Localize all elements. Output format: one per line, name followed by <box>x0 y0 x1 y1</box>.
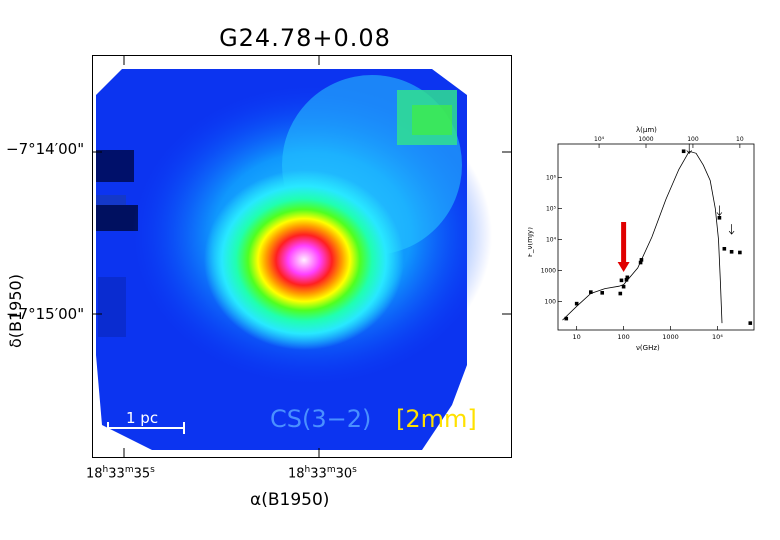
sed-top-tick-label: 100 <box>687 136 699 143</box>
sed-red-arrow-head <box>617 262 630 272</box>
sed-x-axis-label: ν(GHz) <box>636 344 660 352</box>
sed-upper-limit <box>716 205 723 217</box>
sed-top-tick-label: 10⁴ <box>594 136 605 143</box>
cs-emission-map: 1 pc CS(3−2) [2mm] <box>92 55 512 458</box>
sed-data-point <box>564 316 569 321</box>
sed-data-point <box>738 250 742 255</box>
sed-y-tick-label: 10⁴ <box>546 236 557 243</box>
sed-data-point <box>638 260 643 265</box>
band-label: [2mm] <box>396 405 477 433</box>
sed-y-tick-label: 100 <box>545 298 557 305</box>
dec-tick-label-1: −7°14′00" <box>6 140 85 158</box>
sed-data-point <box>748 321 753 325</box>
sed-curve <box>562 150 723 324</box>
sed-data-point <box>722 246 727 251</box>
sed-x-tick-label: 100 <box>617 333 629 341</box>
sed-points <box>564 143 753 325</box>
sed-data-point <box>619 278 624 283</box>
sed-y-tick-label: 10⁵ <box>546 205 557 212</box>
sed-data-point <box>681 149 686 154</box>
sed-data-point <box>574 301 579 306</box>
y-axis-label-wrap: δ(B1950) <box>6 208 26 348</box>
sed-data-point <box>639 258 644 262</box>
sed-data-point <box>618 291 623 296</box>
sed-data-point <box>625 275 630 280</box>
sed-y-tick-label: 1000 <box>541 267 556 274</box>
sed-model-curve <box>562 150 723 324</box>
sed-red-arrow-shaft <box>621 222 627 264</box>
emission-peak <box>204 170 404 350</box>
sed-labels: 10 100 1000 10⁴ 100 1000 10⁴ 10⁵ 10⁶ 10⁴ 1000 100 10… <box>528 126 744 352</box>
sed-data-point <box>589 290 593 294</box>
sed-frame <box>557 143 755 331</box>
ra-tick-label-2: 18h33m30s <box>288 465 357 482</box>
sed-top-axis-label: λ(μm) <box>636 126 657 134</box>
sed-data-point <box>600 291 605 295</box>
sed-y-axis-label: F_ν(mJy) <box>528 227 534 257</box>
sed-y-tick-label: 10⁶ <box>546 174 557 181</box>
sed-data-point <box>729 249 734 254</box>
sed-x-tick-label: 10⁴ <box>712 333 723 341</box>
x-axis-label: α(B1950) <box>250 490 330 510</box>
line-label: CS(3−2) <box>270 405 371 433</box>
sed-x-tick-label: 10 <box>573 333 581 341</box>
sed-upper-limit <box>728 224 735 235</box>
scale-bar-label: 1 pc <box>126 409 158 427</box>
sed-top-tick-label: 1000 <box>638 136 653 143</box>
sed-plot: 10 100 1000 10⁴ 100 1000 10⁴ 10⁵ 10⁶ 10⁴ 1000 100 10… <box>528 126 755 352</box>
sed-data-point <box>624 277 629 282</box>
y-axis-label: δ(B1950) <box>6 274 25 348</box>
sed-data-point <box>717 215 722 220</box>
map-title: G24.78+0.08 <box>219 24 391 52</box>
sed-upper-limit <box>686 143 692 155</box>
sed-top-tick-label: 10 <box>736 136 744 143</box>
dec-tick-label-2: −7°15′00" <box>6 305 85 323</box>
sed-data-point <box>621 284 626 289</box>
sed-x-tick-label: 1000 <box>662 333 679 341</box>
ra-tick-label-1: 18h33m35s <box>86 465 155 482</box>
sed-axes <box>557 143 755 331</box>
